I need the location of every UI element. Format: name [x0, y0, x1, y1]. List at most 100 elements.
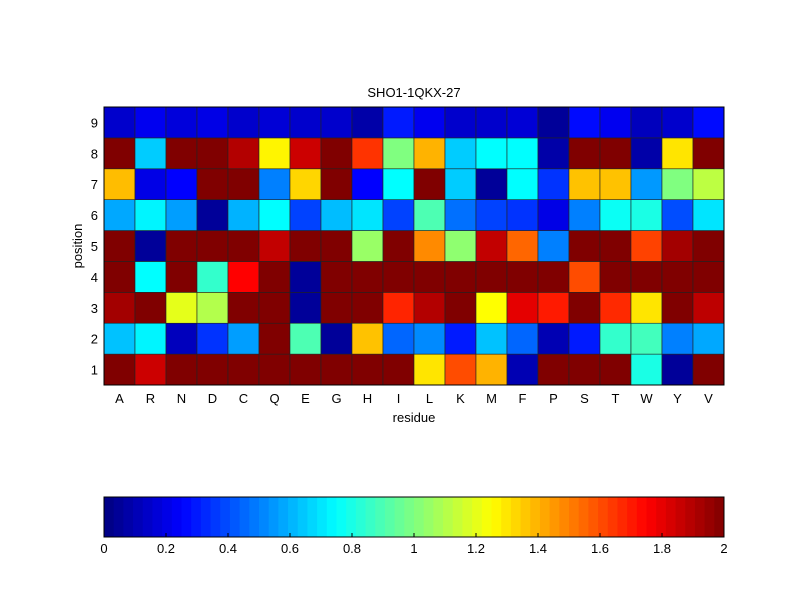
colorbar-segment [384, 497, 396, 537]
cell-H-4 [351, 261, 384, 293]
cell-A-1 [103, 353, 136, 386]
cell-S-2 [568, 322, 601, 355]
colorbar-segment [588, 497, 599, 537]
y-tick-label: 7 [91, 177, 98, 192]
cell-N-6 [165, 199, 198, 231]
cell-M-9 [475, 106, 508, 139]
colorbar-segment [714, 497, 725, 537]
cell-V-7 [692, 168, 725, 200]
y-tick-label: 2 [91, 332, 98, 347]
colorbar-segment [636, 497, 647, 537]
cell-E-2 [289, 322, 322, 355]
x-tick-label: Q [269, 391, 279, 406]
cell-A-7 [103, 168, 136, 200]
cell-N-8 [165, 137, 198, 170]
colorbar-tick-label: 0.2 [157, 541, 175, 556]
colorbar-segment [423, 497, 434, 537]
cell-Q-7 [258, 168, 291, 200]
colorbar-segment [472, 497, 483, 537]
cell-Y-6 [661, 199, 694, 231]
colorbar-segment [501, 497, 512, 537]
cell-R-9 [134, 106, 167, 139]
cell-W-5 [630, 230, 663, 262]
colorbar-segment [355, 497, 367, 537]
cell-H-5 [351, 230, 384, 262]
colorbar-segment [375, 497, 386, 537]
cell-T-8 [599, 137, 632, 170]
cell-R-4 [134, 261, 167, 293]
cell-K-6 [444, 199, 477, 231]
cell-L-2 [413, 322, 446, 355]
cell-A-5 [103, 230, 136, 262]
colorbar-segment [259, 497, 270, 537]
cell-S-6 [568, 199, 601, 231]
cell-Y-4 [661, 261, 694, 293]
cell-H-2 [351, 322, 384, 355]
cell-S-3 [568, 292, 601, 324]
cell-N-3 [165, 292, 198, 324]
cell-C-3 [227, 292, 260, 324]
cell-Y-8 [661, 137, 694, 170]
cell-Y-3 [661, 292, 694, 324]
cell-R-6 [134, 199, 167, 231]
cell-W-1 [630, 353, 663, 386]
cell-N-2 [165, 322, 198, 355]
colorbar-tick-label: 0.4 [219, 541, 237, 556]
colorbar-segment [181, 497, 192, 537]
cell-F-9 [506, 106, 539, 139]
cell-E-6 [289, 199, 322, 231]
cell-I-9 [382, 106, 415, 139]
x-tick-label: N [177, 391, 186, 406]
colorbar-segment [510, 497, 522, 537]
cell-E-7 [289, 168, 322, 200]
y-tick-label: 3 [91, 301, 98, 316]
cell-C-6 [227, 199, 260, 231]
cell-R-5 [134, 230, 167, 262]
colorbar-segment [307, 497, 318, 537]
cell-I-2 [382, 322, 415, 355]
cell-G-2 [320, 322, 353, 355]
x-tick-label: I [397, 391, 401, 406]
cell-M-8 [475, 137, 508, 170]
y-axis-label: position [70, 224, 85, 269]
x-tick-label: V [704, 391, 713, 406]
cell-E-4 [289, 261, 322, 293]
colorbar-segment [617, 497, 628, 537]
cell-V-1 [692, 353, 725, 386]
cell-R-2 [134, 322, 167, 355]
colorbar-segment [220, 497, 231, 537]
colorbar-segment [549, 497, 560, 537]
cell-I-3 [382, 292, 415, 324]
cell-G-9 [320, 106, 353, 139]
cell-F-6 [506, 199, 539, 231]
cell-K-7 [444, 168, 477, 200]
cell-R-8 [134, 137, 167, 170]
cell-K-2 [444, 322, 477, 355]
cell-K-1 [444, 353, 477, 386]
cell-W-9 [630, 106, 663, 139]
cell-L-1 [413, 353, 446, 386]
cell-P-4 [537, 261, 570, 293]
cell-S-4 [568, 261, 601, 293]
x-tick-label: C [239, 391, 248, 406]
x-tick-label: R [146, 391, 155, 406]
x-tick-label: F [519, 391, 527, 406]
cell-Y-7 [661, 168, 694, 200]
colorbar-tick-label: 1 [410, 541, 417, 556]
colorbar-tick-label: 1.4 [529, 541, 547, 556]
x-tick-label: K [456, 391, 465, 406]
cell-V-3 [692, 292, 725, 324]
cell-F-8 [506, 137, 539, 170]
x-tick-label: D [208, 391, 217, 406]
y-tick-label: 4 [91, 270, 98, 285]
cell-K-8 [444, 137, 477, 170]
cell-E-5 [289, 230, 322, 262]
colorbar-tick-label: 1.8 [653, 541, 671, 556]
cell-T-4 [599, 261, 632, 293]
cell-K-5 [444, 230, 477, 262]
cell-N-7 [165, 168, 198, 200]
colorbar-tick-label: 0 [100, 541, 107, 556]
colorbar-segment [491, 497, 502, 537]
colorbar-segment [365, 497, 376, 537]
